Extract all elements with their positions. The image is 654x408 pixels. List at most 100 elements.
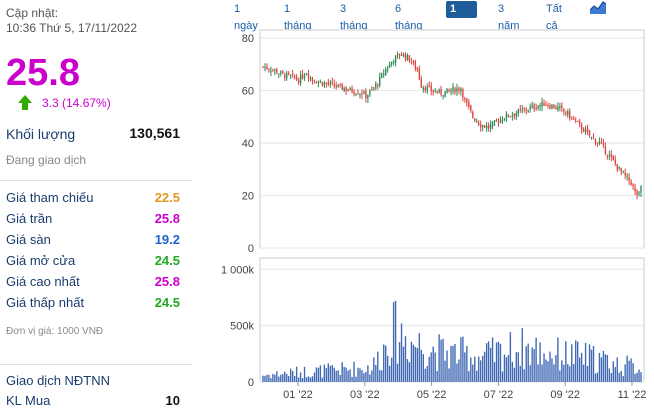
candle-body <box>632 184 634 187</box>
area-chart-icon[interactable] <box>590 0 606 14</box>
x-tick-label: 03 '22 <box>350 389 380 401</box>
volume-bar <box>375 364 377 382</box>
tab-1-month[interactable]: 1 tháng <box>284 3 312 32</box>
candle-body <box>355 94 357 96</box>
candle-body <box>274 69 276 71</box>
row-label: Giá cao nhất <box>6 274 80 289</box>
volume-bar <box>462 336 464 382</box>
volume-bar <box>357 367 359 382</box>
candle-body <box>523 108 525 110</box>
candle-body <box>359 93 361 95</box>
volume-bar <box>580 352 583 382</box>
tab-1-day[interactable]: 1 ngày <box>234 3 258 32</box>
candle-body <box>590 136 593 138</box>
candle-body <box>610 154 613 157</box>
candle-body <box>491 121 494 127</box>
volume-bar <box>448 368 450 382</box>
volume-bar <box>440 339 442 382</box>
candle-body <box>390 61 393 64</box>
candle-body <box>537 106 539 109</box>
tab-3-months[interactable]: 3 tháng <box>340 3 368 32</box>
row-value: 25.8 <box>154 274 180 289</box>
candle-body <box>335 85 337 87</box>
volume-bar <box>586 366 589 382</box>
price-tick-label: 40 <box>242 138 254 150</box>
candle-body <box>509 116 512 118</box>
candle-body <box>446 88 448 93</box>
foreign-buy-label: KL Mua <box>6 393 51 408</box>
candle-body <box>630 181 632 185</box>
candle-body <box>377 84 379 86</box>
candle-body <box>278 73 280 75</box>
volume-bar <box>501 371 504 382</box>
volume-bar <box>398 342 401 382</box>
volume-bar <box>359 368 361 382</box>
tab-3-years[interactable]: 3 năm <box>498 3 520 32</box>
candle-body <box>507 114 510 117</box>
volume-bar <box>355 376 357 382</box>
volume-bar <box>430 352 432 382</box>
volume-bar <box>363 373 365 382</box>
volume-bar <box>454 343 456 382</box>
candle-body <box>301 74 304 79</box>
volume-bar <box>567 364 569 382</box>
candle-body <box>529 106 531 110</box>
tab-all[interactable]: Tất cả <box>546 3 562 32</box>
volume-bar <box>274 374 276 382</box>
stock-info-panel: Cập nhật: 10:36 Thứ 5, 17/11/2022 25.8 3… <box>0 0 192 408</box>
candle-body <box>363 91 365 94</box>
volume-bar <box>418 333 421 382</box>
candle-body <box>539 105 541 107</box>
candle-body <box>424 87 426 91</box>
candle-body <box>521 109 523 111</box>
candle-body <box>323 82 326 86</box>
price-change: 3.3 (14.67%) <box>42 96 111 110</box>
volume-bar <box>495 342 498 382</box>
tab-1-year[interactable]: 1 năm <box>446 1 477 32</box>
candle-body <box>573 118 575 120</box>
volume-tick-label: 1 000k <box>221 264 255 276</box>
volume-tick-label: 0 <box>248 377 254 389</box>
volume-bar <box>624 364 626 382</box>
candle-body <box>626 175 628 177</box>
candle-body <box>337 84 339 87</box>
candle-body <box>386 68 389 71</box>
candle-body <box>414 60 417 69</box>
candle-body <box>543 103 545 106</box>
candle-body <box>392 61 395 63</box>
candle-body <box>474 118 476 121</box>
volume-bar <box>608 368 611 382</box>
volume-bar <box>499 343 502 382</box>
candle-body <box>361 93 363 95</box>
volume-bar <box>468 371 470 382</box>
volume-tick-label: 500k <box>230 321 254 333</box>
volume-bar <box>634 373 636 382</box>
candle-body <box>381 73 383 78</box>
candle-body <box>367 94 369 99</box>
volume-bar <box>596 372 599 382</box>
volume-bar <box>620 370 622 382</box>
candle-body <box>276 69 278 74</box>
volume-bar <box>460 337 462 382</box>
row-value: 24.5 <box>154 295 180 310</box>
candle-body <box>416 67 419 70</box>
candle-body <box>481 125 484 127</box>
candle-body <box>365 90 367 99</box>
candle-body <box>309 77 312 80</box>
volume-bar <box>493 362 496 382</box>
volume-bar <box>576 341 579 382</box>
volume-bar <box>412 344 415 382</box>
candle-body <box>493 120 496 123</box>
volume-bar <box>626 355 628 382</box>
row-low-price: Giá thấp nhất 24.5 <box>6 295 180 315</box>
volume-bar <box>483 351 486 382</box>
volume-bar <box>319 365 322 382</box>
candle-body <box>628 177 630 181</box>
candle-body <box>634 187 636 192</box>
volume-plot-area <box>259 257 645 383</box>
tab-6-months[interactable]: 6 tháng <box>395 3 423 32</box>
volume-bar <box>268 374 270 382</box>
up-arrow-icon <box>18 95 32 103</box>
volume-bar <box>561 360 563 382</box>
candle-body <box>284 74 286 78</box>
